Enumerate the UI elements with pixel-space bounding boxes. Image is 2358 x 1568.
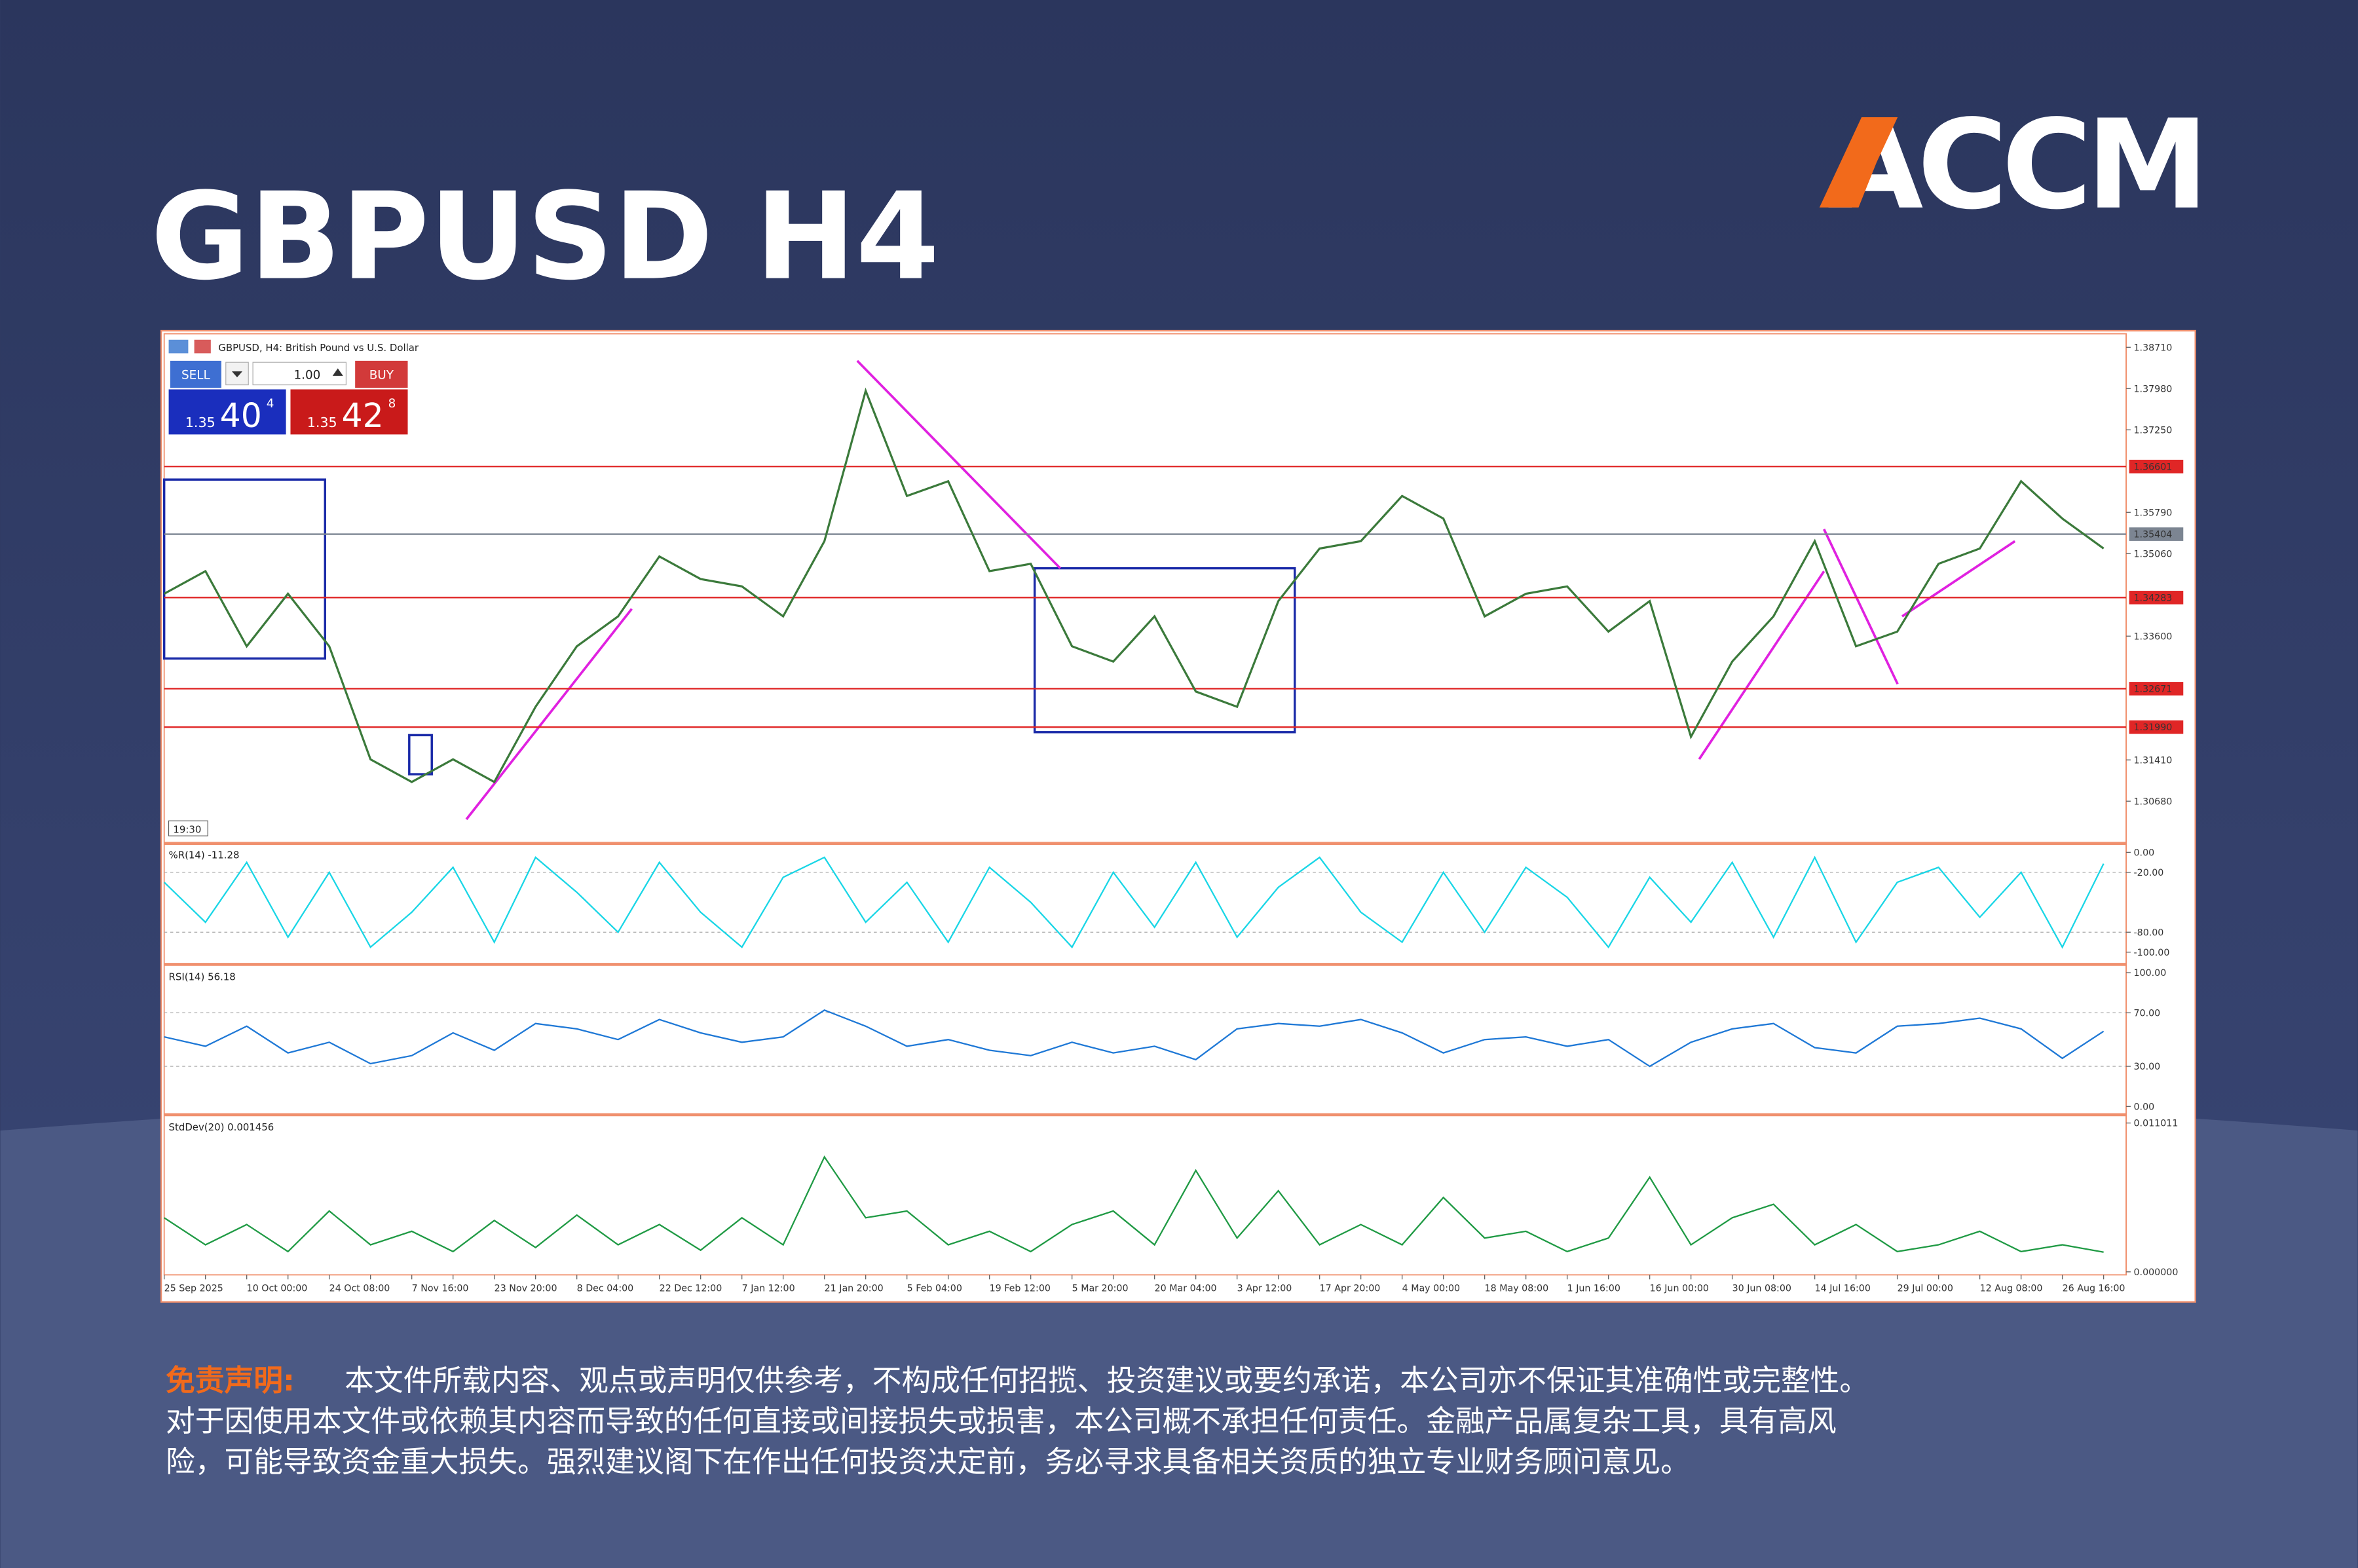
time-box xyxy=(168,820,208,836)
y-tick-label: 0.000000 xyxy=(2134,1267,2179,1278)
y-tick-label: 1.37980 xyxy=(2134,384,2173,394)
y-tick-label: 1.35060 xyxy=(2134,549,2173,559)
x-tick-label: 25 Sep 2025 xyxy=(164,1284,223,1294)
series-line xyxy=(163,855,2105,949)
y-tick-label: -100.00 xyxy=(2134,948,2170,958)
sell-price-box[interactable] xyxy=(168,389,286,435)
level-label-box xyxy=(2129,720,2184,734)
x-tick-label: 7 Nov 16:00 xyxy=(412,1284,469,1294)
x-tick-label: 5 Mar 20:00 xyxy=(1072,1284,1129,1294)
volume-value: 1.00 xyxy=(293,368,320,382)
page-title: GBPUSD H4 xyxy=(151,168,939,307)
logo: ACCM xyxy=(1828,94,2203,237)
level-label-box xyxy=(2129,527,2184,541)
y-tick-label: 1.37250 xyxy=(2134,425,2173,436)
chart-frame xyxy=(160,329,2196,1303)
indicator-title: %R(14) -11.28 xyxy=(169,849,240,861)
y-tick-label: 100.00 xyxy=(2134,968,2167,979)
disclaimer-line: 对于因使用本文件或依赖其内容而导致的任何直接或间接损失或损害，本公司概不承担任何… xyxy=(166,1404,1837,1438)
x-tick-label: 22 Dec 12:00 xyxy=(660,1284,722,1294)
drawn-box xyxy=(162,478,326,660)
x-tick-label: 21 Jan 20:00 xyxy=(825,1284,884,1294)
sell-price-big: 1.35 xyxy=(185,415,215,430)
plot-frame xyxy=(163,333,2127,1276)
y-tick-label: 1.31410 xyxy=(2134,755,2173,766)
x-tick-label: 17 Apr 20:00 xyxy=(1320,1284,1381,1294)
trading-chart: GBPUSD, H4: British Pound vs U.S. Dollar… xyxy=(160,329,2196,1303)
dropdown-arrow xyxy=(231,371,243,378)
x-tick-label: 7 Jan 12:00 xyxy=(742,1284,795,1294)
drawn-box xyxy=(1033,567,1296,734)
buy-button[interactable] xyxy=(355,360,408,388)
trendline xyxy=(1901,540,2016,618)
trendline xyxy=(465,608,633,821)
sell-price-point: 4 xyxy=(267,397,274,411)
y-tick-label: 1.33600 xyxy=(2134,631,2173,642)
x-tick-label: 12 Aug 08:00 xyxy=(1980,1284,2043,1294)
disclaimer-label: 免责声明: xyxy=(166,1363,295,1398)
menu-icon[interactable] xyxy=(168,339,189,354)
buy-label[interactable]: BUY xyxy=(369,368,394,382)
current-time: 19:30 xyxy=(173,824,201,836)
level-label-box xyxy=(2129,590,2184,605)
y-tick-label: 30.00 xyxy=(2134,1062,2161,1072)
drawn-box xyxy=(408,734,433,775)
y-tick-label: 1.38710 xyxy=(2134,343,2173,353)
y-tick-label: -20.00 xyxy=(2134,868,2164,878)
sell-label[interactable]: SELL xyxy=(181,368,210,382)
y-tick-label: -80.00 xyxy=(2134,927,2164,938)
chart-caption: GBPUSD, H4: British Pound vs U.S. Dollar xyxy=(218,342,419,354)
series-line xyxy=(164,1155,2104,1253)
logo-accent xyxy=(1819,117,1898,208)
indicator-title: StdDev(20) 0.001456 xyxy=(169,1121,274,1133)
buy-price-big: 1.35 xyxy=(307,415,337,430)
x-tick-label: 3 Apr 12:00 xyxy=(1237,1284,1292,1294)
x-tick-label: 23 Nov 20:00 xyxy=(495,1284,557,1294)
buy-price-box[interactable] xyxy=(290,389,408,435)
disclaimer-line: 本文件所载内容、观点或声明仅供参考，不构成任何招揽、投资建议或要约承诺，本公司亦… xyxy=(345,1363,1869,1398)
trendline xyxy=(1823,529,1899,685)
y-tick-label: 0.011011 xyxy=(2134,1119,2179,1129)
buy-price-point: 8 xyxy=(388,397,396,411)
series-line xyxy=(163,387,2105,784)
disclaimer-line: 险，可能导致资金重大损失。强烈建议阁下在作出任何投资决定前，务必寻求具备相关资质… xyxy=(166,1444,1690,1479)
buy-price-pips: 42 xyxy=(342,396,384,435)
level-label-box xyxy=(2129,459,2184,474)
volume-up[interactable] xyxy=(332,368,343,376)
x-tick-label: 4 May 00:00 xyxy=(1402,1284,1460,1294)
x-tick-label: 10 Oct 00:00 xyxy=(247,1284,308,1294)
x-tick-label: 26 Aug 16:00 xyxy=(2063,1284,2125,1294)
x-tick-label: 24 Oct 08:00 xyxy=(329,1284,390,1294)
level-label: 1.31990 xyxy=(2134,722,2173,733)
symbol-icon[interactable] xyxy=(194,339,211,354)
x-tick-label: 29 Jul 00:00 xyxy=(1898,1284,1953,1294)
y-tick-label: 0.00 xyxy=(2134,848,2155,858)
x-tick-label: 1 Jun 16:00 xyxy=(1567,1284,1620,1294)
sell-button[interactable] xyxy=(170,360,221,388)
y-tick-label: 70.00 xyxy=(2134,1008,2161,1018)
level-label: 1.35404 xyxy=(2134,530,2173,540)
series-line xyxy=(164,1009,2105,1068)
sell-price-pips: 40 xyxy=(220,396,262,435)
x-tick-label: 14 Jul 16:00 xyxy=(1815,1284,1871,1294)
level-label: 1.36601 xyxy=(2134,462,2173,472)
volume-input[interactable] xyxy=(252,362,346,386)
x-tick-label: 16 Jun 00:00 xyxy=(1650,1284,1709,1294)
x-tick-label: 20 Mar 04:00 xyxy=(1155,1284,1217,1294)
x-tick-label: 18 May 08:00 xyxy=(1485,1284,1549,1294)
level-label: 1.32671 xyxy=(2134,684,2173,694)
indicator-title: RSI(14) 56.18 xyxy=(169,971,236,983)
level-label: 1.34283 xyxy=(2134,593,2173,603)
y-tick-label: 1.35790 xyxy=(2134,508,2173,518)
level-label-box xyxy=(2129,682,2184,696)
x-tick-label: 5 Feb 04:00 xyxy=(907,1284,962,1294)
y-tick-label: 0.00 xyxy=(2134,1102,2155,1112)
x-tick-label: 19 Feb 12:00 xyxy=(990,1284,1051,1294)
x-tick-label: 8 Dec 04:00 xyxy=(577,1284,634,1294)
y-tick-label: 1.30680 xyxy=(2134,796,2173,807)
x-tick-label: 30 Jun 08:00 xyxy=(1732,1284,1791,1294)
